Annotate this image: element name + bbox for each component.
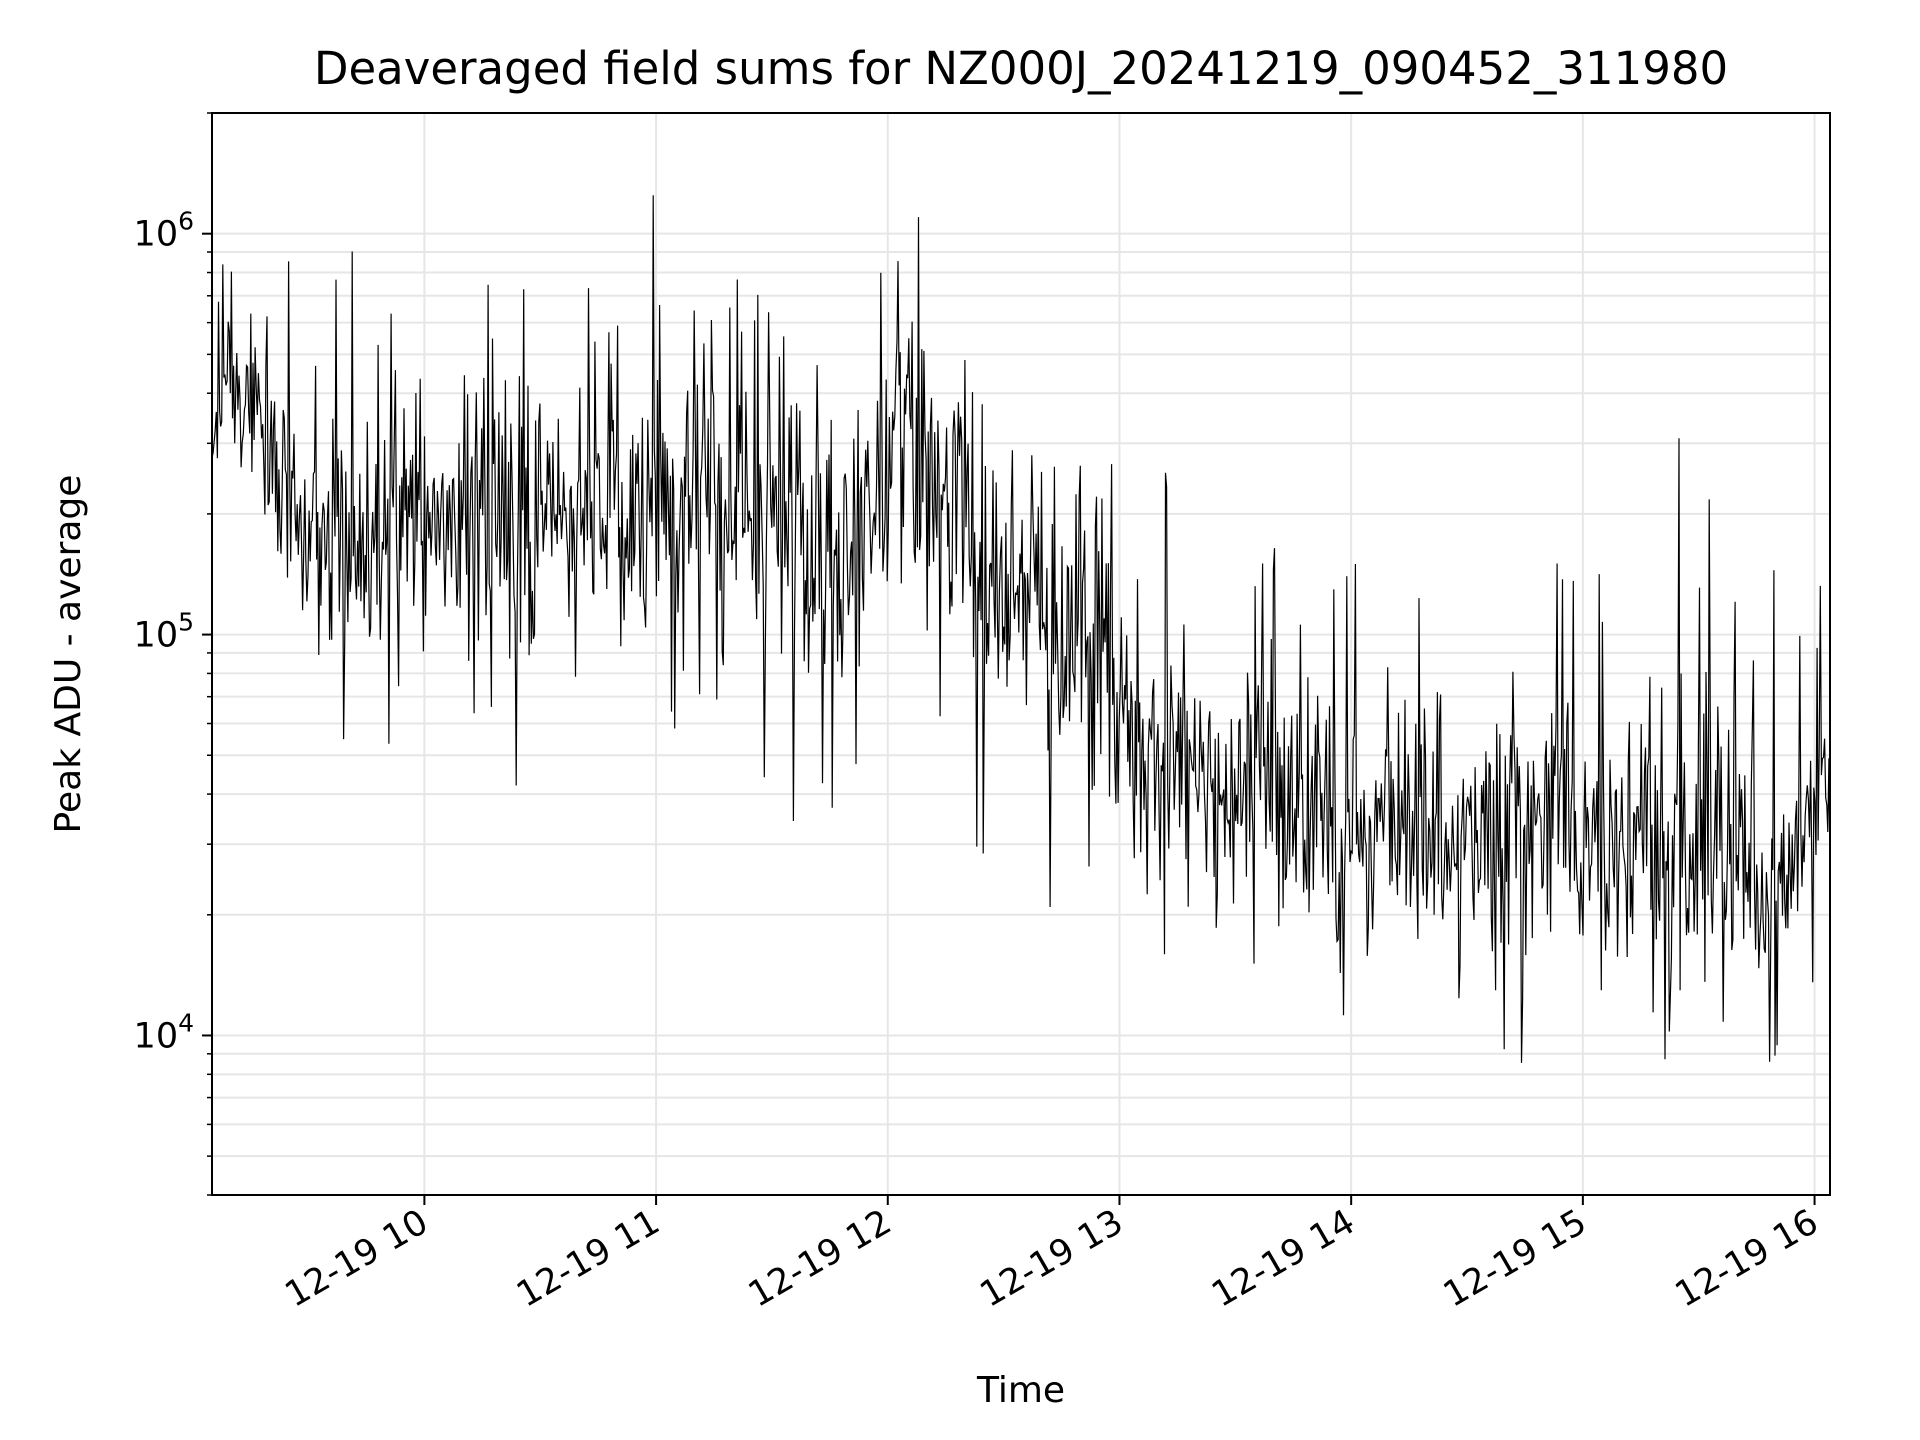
y-tick-label: 104 <box>134 1008 194 1056</box>
chart-title: Deaveraged field sums for NZ000J_2024121… <box>314 42 1728 95</box>
y-axis-label: Peak ADU - average <box>48 475 89 834</box>
grid <box>212 112 1830 1196</box>
series-layer <box>211 195 1831 1063</box>
x-axis-label: Time <box>976 1370 1065 1411</box>
series-line <box>211 195 1831 1063</box>
y-tick-label: 106 <box>134 207 194 255</box>
y-tick-label: 105 <box>134 608 194 656</box>
plot-frame <box>211 112 1831 1196</box>
